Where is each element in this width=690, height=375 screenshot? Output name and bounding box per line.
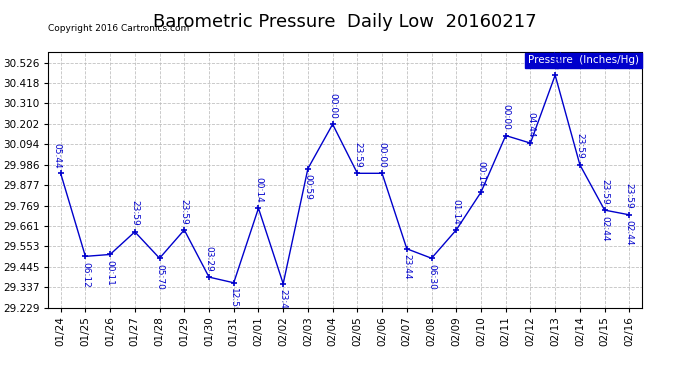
Text: 06:30: 06:30: [427, 264, 436, 290]
Text: 05:70: 05:70: [155, 264, 164, 290]
Text: 00:00: 00:00: [377, 142, 386, 168]
Text: 00:14: 00:14: [477, 161, 486, 187]
Text: 06:12: 06:12: [81, 262, 90, 288]
Text: 23:44: 23:44: [279, 290, 288, 315]
Text: 03:29: 03:29: [204, 246, 213, 272]
Text: Pressure  (Inches/Hg): Pressure (Inches/Hg): [528, 55, 639, 65]
Text: 00:00: 00:00: [551, 44, 560, 69]
Text: 23:59: 23:59: [353, 142, 362, 168]
Text: 23:59: 23:59: [600, 179, 609, 204]
Text: 00:11: 00:11: [106, 260, 115, 286]
Text: 02:44: 02:44: [600, 216, 609, 241]
Text: 23:59: 23:59: [130, 201, 139, 226]
Text: Copyright 2016 Cartronics.com: Copyright 2016 Cartronics.com: [48, 24, 190, 33]
Text: 23:44: 23:44: [402, 254, 411, 280]
Text: 23:59: 23:59: [625, 183, 634, 209]
Text: 00:14: 00:14: [254, 177, 263, 203]
Text: 02:44: 02:44: [625, 220, 634, 246]
Text: 12:59: 12:59: [229, 288, 238, 314]
Text: 23:59: 23:59: [575, 134, 584, 159]
Text: 04:44: 04:44: [526, 112, 535, 138]
Text: 00:00: 00:00: [328, 93, 337, 118]
Text: 05:44: 05:44: [52, 143, 61, 169]
Text: 00:00: 00:00: [501, 104, 510, 130]
Text: 23:59: 23:59: [180, 199, 189, 224]
Text: Barometric Pressure  Daily Low  20160217: Barometric Pressure Daily Low 20160217: [153, 13, 537, 31]
Text: 00:59: 00:59: [304, 174, 313, 200]
Text: 01:14: 01:14: [452, 199, 461, 224]
